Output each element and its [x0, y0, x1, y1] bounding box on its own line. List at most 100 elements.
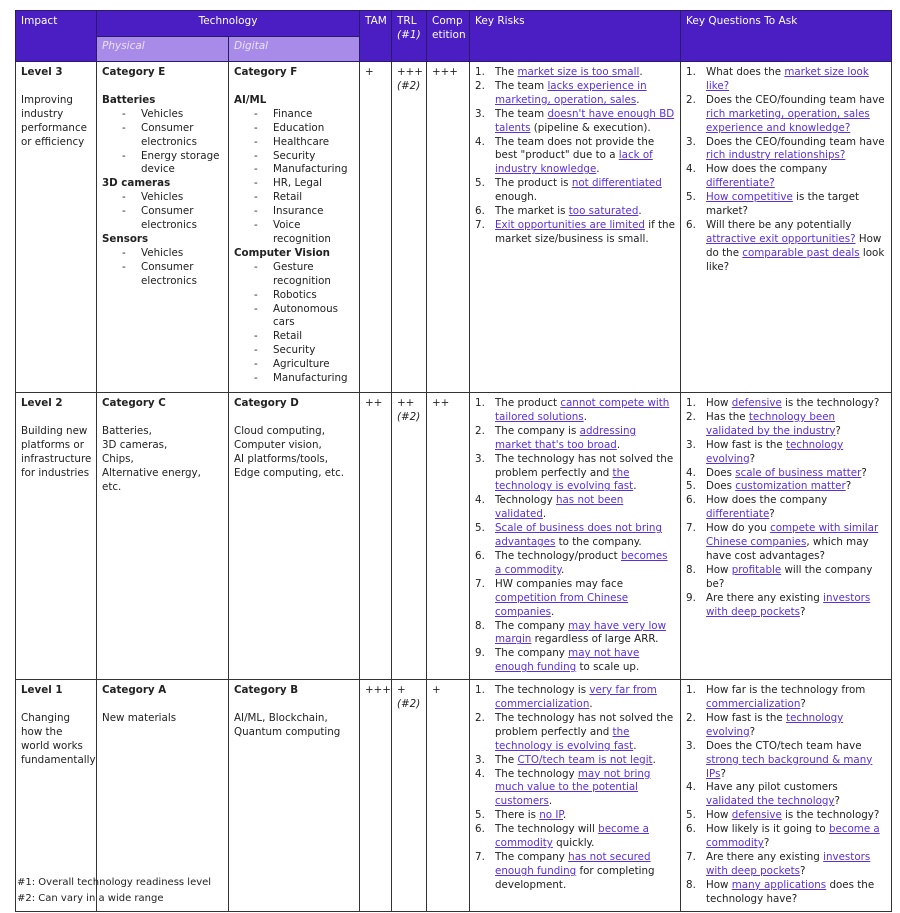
group-name: 3D cameras	[102, 177, 171, 190]
text: Are there any existing	[706, 591, 824, 604]
text: ?	[763, 837, 770, 850]
link[interactable]: has not secured enough funding	[495, 851, 651, 877]
link[interactable]: the technology is evolving fast	[495, 725, 634, 752]
link[interactable]: customization matter	[735, 480, 846, 493]
text: , which may have cost advantages?	[706, 536, 869, 562]
sub-item: Vehicles	[102, 247, 223, 261]
link[interactable]: investors with deep pockets	[706, 851, 871, 877]
link[interactable]: commercialization	[706, 698, 801, 711]
item-number: 6.	[475, 549, 485, 562]
text: The market is	[495, 205, 569, 218]
link[interactable]: no IP	[539, 809, 564, 822]
text: if the market size/business is small.	[495, 218, 675, 245]
text: The technology is	[495, 684, 590, 697]
link[interactable]: validated the technology	[706, 795, 835, 808]
link[interactable]: market size look like?	[706, 66, 869, 92]
link[interactable]: profitable	[731, 563, 782, 576]
category-line: 3D cameras,	[102, 438, 168, 451]
link[interactable]: differentiate?	[706, 177, 775, 190]
item-number: 4.	[475, 767, 485, 780]
link[interactable]: compete with similar Chinese companies	[706, 522, 879, 549]
link[interactable]: Scale of business does not bring advanta…	[495, 522, 662, 549]
link[interactable]: technology been validated by the industr…	[706, 410, 836, 437]
link[interactable]: investors with deep pockets	[706, 591, 871, 618]
link[interactable]: How competitive	[706, 191, 793, 204]
text: is the technology?	[781, 397, 880, 409]
text: .	[639, 66, 643, 78]
text: to the company.	[555, 536, 642, 549]
link[interactable]: Exit opportunities are limited	[495, 218, 645, 231]
sub-item: Consumer electronics	[102, 122, 223, 150]
question-item: 4. How does the company differentiate?	[686, 163, 886, 191]
link[interactable]: become a commodity	[495, 823, 649, 850]
link[interactable]: CTO/tech team is not legit	[517, 753, 653, 766]
link[interactable]: the technology is evolving fast	[495, 466, 634, 493]
link[interactable]: technology evolving	[706, 711, 844, 738]
item-number: 7.	[475, 218, 485, 231]
text: quickly.	[552, 837, 595, 850]
item-number: 1.	[686, 66, 696, 78]
link[interactable]: may not have enough funding	[495, 647, 640, 674]
text: The technology has not solved the proble…	[495, 452, 674, 479]
link[interactable]: lack of industry knowledge	[495, 149, 653, 176]
tam-cell: +++	[359, 679, 393, 912]
text: Technology	[495, 494, 556, 507]
text: does the technology have?	[706, 878, 875, 905]
link[interactable]: scale of business matter	[735, 466, 862, 479]
header-tam: TAM	[359, 10, 393, 62]
category-title: Category F	[234, 66, 298, 78]
link[interactable]: addressing market that's too broad	[495, 424, 637, 451]
text: is the technology?	[781, 809, 880, 822]
risk-item: 4. The team does not provide the best "pr…	[475, 136, 675, 178]
link[interactable]: rich marketing, operation, sales experie…	[706, 107, 870, 134]
link[interactable]: may have very low margin	[495, 619, 667, 646]
link[interactable]: lacks experience in marketing, operation…	[495, 79, 647, 106]
header-key-questions: Key Questions To Ask	[680, 10, 893, 62]
link[interactable]: too saturated	[568, 205, 639, 218]
question-item: 2. Does the CEO/founding team have rich m…	[686, 94, 886, 136]
sub-list: FinanceEducationHealthcareSecurityManufa…	[234, 108, 354, 247]
risk-item: 5. There is no IP.	[475, 809, 675, 823]
link[interactable]: rich industry relationships?	[706, 149, 846, 162]
sub-list: VehiclesConsumer electronicsEnergy stora…	[102, 108, 223, 178]
link[interactable]: technology evolving	[706, 438, 844, 465]
header-technology: Technology	[95, 10, 361, 37]
link[interactable]: market size is too small	[517, 66, 640, 78]
link[interactable]: doesn't have enough BD talents	[495, 107, 675, 134]
link[interactable]: become a commodity	[706, 823, 880, 850]
link[interactable]: many applications	[731, 878, 827, 891]
link[interactable]: not differentiated	[571, 177, 662, 190]
link[interactable]: has not been validated	[495, 494, 624, 521]
question-item: 5. Does customization matter?	[686, 480, 886, 494]
category-title: Category D	[234, 397, 299, 409]
group-name: Batteries	[102, 93, 156, 106]
trl-value: +++	[397, 66, 423, 78]
link[interactable]: differentiate	[706, 508, 770, 521]
link[interactable]: comparable past deals	[742, 246, 860, 259]
link[interactable]: defensive	[731, 809, 782, 822]
group-name: Sensors	[102, 232, 149, 245]
link[interactable]: becomes a commodity	[495, 549, 668, 576]
link[interactable]: defensive	[731, 397, 782, 409]
link[interactable]: competition from Chinese companies	[495, 591, 629, 618]
spacer	[21, 80, 91, 94]
item-number: 4.	[475, 494, 485, 507]
link[interactable]: strong tech background & many IPs	[706, 753, 873, 780]
risk-item: 3. The technology has not solved the prob…	[475, 453, 675, 495]
sub-item: Finance	[234, 108, 354, 122]
link[interactable]: very far from commercialization	[495, 684, 657, 711]
text: What does the	[706, 66, 785, 78]
text: There is	[495, 809, 540, 822]
risk-item: 7. Exit opportunities are limited if the …	[475, 219, 675, 247]
spacer	[234, 698, 354, 712]
link[interactable]: cannot compete with tailored solutions	[495, 397, 670, 423]
link[interactable]: may not bring much value to the potentia…	[495, 767, 651, 808]
link[interactable]: attractive exit opportunities?	[706, 232, 856, 245]
sub-item: Consumer electronics	[102, 261, 223, 289]
item-number: 6.	[475, 823, 485, 836]
question-item: 6. How does the company differentiate?	[686, 494, 886, 522]
text: .	[542, 508, 547, 521]
item-number: 9.	[475, 647, 485, 660]
competition-cell: +++	[426, 61, 471, 393]
risk-item: 9. The company may not have enough fundin…	[475, 647, 675, 675]
